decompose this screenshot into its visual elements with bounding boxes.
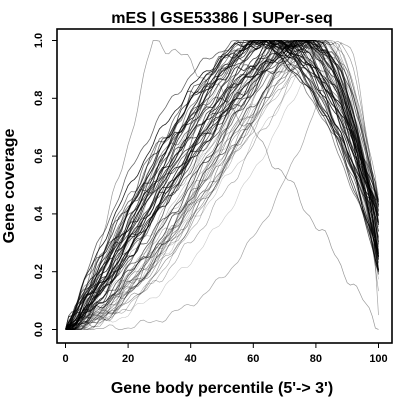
x-tick-label: 40 xyxy=(185,353,197,365)
x-tick-label: 60 xyxy=(247,353,259,365)
coverage-curve xyxy=(65,40,379,330)
x-axis-title: Gene body percentile (5'-> 3') xyxy=(111,380,333,397)
coverage-curve xyxy=(65,40,379,330)
coverage-curve xyxy=(65,40,379,330)
coverage-curve xyxy=(65,40,379,330)
coverage-curve xyxy=(65,41,379,330)
coverage-curve xyxy=(65,40,379,330)
coverage-curve xyxy=(65,40,379,330)
x-tick-label: 0 xyxy=(62,353,68,365)
coverage-curve xyxy=(65,40,379,330)
coverage-curve xyxy=(65,40,379,330)
coverage-curve xyxy=(65,40,379,330)
x-tick-label: 100 xyxy=(369,353,387,365)
coverage-curve xyxy=(65,40,379,330)
coverage-curve xyxy=(65,40,379,330)
plot-frame xyxy=(56,28,393,344)
coverage-curve xyxy=(65,40,379,330)
y-axis-title: Gene coverage xyxy=(1,129,18,244)
axis-layer: 0 20 40 60 80 100 0.0 0.2 0.4 0.6 0.8 1.0 xyxy=(33,33,388,365)
chart-title: mES | GSE53386 | SUPer-seq xyxy=(111,10,333,27)
coverage-curve xyxy=(65,40,379,330)
coverage-curve xyxy=(65,40,379,330)
coverage-curve xyxy=(65,40,379,330)
x-tick-label: 20 xyxy=(122,353,134,365)
y-tick-label: 0.4 xyxy=(33,205,45,221)
y-tick-label: 0.6 xyxy=(33,148,45,163)
coverage-curve xyxy=(65,40,379,330)
coverage-curve xyxy=(65,40,379,330)
y-tick-label: 0.0 xyxy=(33,322,45,337)
coverage-curve xyxy=(65,40,379,330)
coverage-curve xyxy=(65,40,379,330)
coverage-curve xyxy=(65,40,379,330)
coverage-curve xyxy=(65,40,379,330)
coverage-curve xyxy=(65,40,379,330)
coverage-curve xyxy=(65,40,379,330)
coverage-curve xyxy=(65,40,379,330)
coverage-curve xyxy=(65,40,379,330)
series-layer xyxy=(65,40,379,330)
coverage-curve xyxy=(65,40,379,330)
coverage-curve xyxy=(65,40,379,330)
coverage-curve xyxy=(65,41,379,330)
coverage-curve xyxy=(65,41,379,330)
coverage-curve xyxy=(65,40,379,330)
y-tick-label: 0.2 xyxy=(33,264,45,279)
coverage-curve xyxy=(65,40,379,330)
y-tick-label: 0.8 xyxy=(33,91,45,106)
coverage-curve xyxy=(65,40,379,330)
coverage-curve xyxy=(65,40,379,330)
coverage-curve xyxy=(65,40,379,330)
coverage-curve xyxy=(65,42,379,330)
coverage-curve xyxy=(65,40,379,330)
coverage-curve xyxy=(65,40,379,330)
y-tick-label: 1.0 xyxy=(33,33,45,48)
coverage-curve xyxy=(65,40,379,330)
coverage-curve xyxy=(65,40,379,330)
coverage-curve xyxy=(65,41,379,330)
coverage-curve xyxy=(65,40,379,330)
coverage-curve xyxy=(65,41,379,330)
coverage-curve xyxy=(65,40,379,330)
coverage-curve xyxy=(65,40,379,330)
coverage-curve xyxy=(65,40,379,330)
x-tick-label: 80 xyxy=(310,353,322,365)
coverage-curve xyxy=(65,40,379,330)
coverage-curve xyxy=(65,40,379,330)
coverage-curve xyxy=(65,40,379,330)
